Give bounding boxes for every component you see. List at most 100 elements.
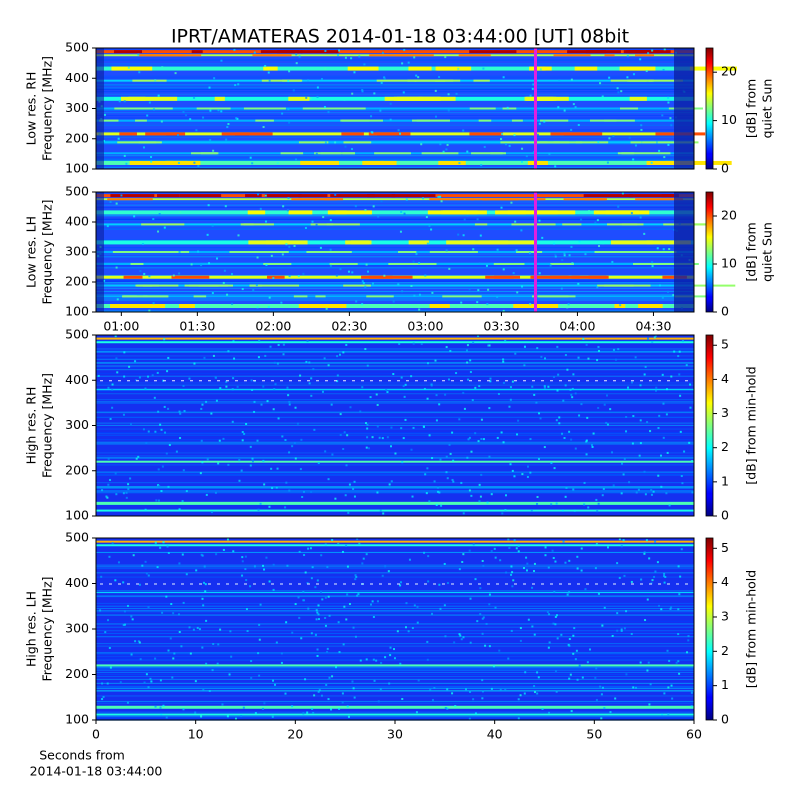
spectrogram-band (96, 295, 694, 298)
spectrogram-speckle (520, 229, 523, 232)
spectrogram-band-spot (112, 251, 150, 253)
spectrogram-band-spot (327, 210, 372, 215)
y-tick-label: 400 (65, 214, 89, 229)
spectrogram-speckle (440, 200, 443, 203)
spectrogram-stripe (96, 566, 694, 568)
spectrogram-stripe (96, 682, 694, 684)
spectrogram-speckle (663, 48, 666, 51)
spectrogram-band-spot (628, 50, 660, 54)
spectrogram-band-spot (478, 119, 492, 122)
spectrogram-speckle (158, 213, 161, 216)
spectrogram-speckle (481, 632, 484, 635)
spectrogram-stripe (96, 158, 694, 160)
dotted-line (235, 583, 238, 585)
spectrogram-speckle (153, 396, 156, 399)
spectrogram-speckle (111, 406, 114, 409)
spectrogram-speckle (399, 230, 402, 233)
spectrogram-stripe (96, 702, 694, 704)
spectrogram-speckle (587, 506, 590, 509)
spectrogram-speckle (299, 374, 302, 377)
spectrogram-speckle (116, 298, 119, 301)
spectrogram-speckle (489, 380, 492, 383)
colorbar-tick-label: 4 (721, 574, 729, 589)
spectrogram-speckle (328, 614, 331, 617)
spectrogram-speckle (576, 555, 579, 558)
spectrogram-speckle (525, 569, 528, 572)
spectrogram-band-spot (293, 295, 308, 298)
spectrogram-speckle (203, 581, 206, 584)
spectrogram-speckle (472, 698, 475, 701)
spectrogram-speckle (400, 211, 403, 214)
spectrogram-speckle (139, 270, 142, 273)
spectrogram-speckle (661, 114, 664, 117)
spectrogram-speckle (147, 686, 150, 689)
dotted-line (109, 380, 112, 382)
spectrogram-stripe (96, 204, 694, 206)
dotted-line (226, 583, 229, 585)
spectrogram-speckle (363, 63, 366, 66)
spectrogram-speckle (116, 371, 119, 374)
dark-region (96, 48, 104, 169)
spectrogram-speckle (570, 245, 573, 248)
spectrogram-speckle (376, 491, 379, 494)
spectrogram-speckle (498, 649, 501, 652)
spectrogram-speckle (630, 632, 633, 635)
spectrogram-band-spot (129, 160, 173, 165)
spectrogram-speckle (530, 509, 533, 512)
spectrogram-speckle (511, 571, 514, 574)
spectrogram-speckle (134, 360, 137, 363)
spectrogram-speckle (662, 436, 665, 439)
dotted-line (172, 380, 175, 382)
spectrogram-speckle (606, 423, 609, 426)
spectrogram-speckle (266, 400, 269, 403)
spectrogram-band-spot (133, 251, 184, 253)
spectrogram-speckle (655, 386, 658, 389)
spectrogram-speckle (457, 67, 460, 70)
spectrogram-speckle (423, 551, 426, 554)
spectrogram-band-spot (122, 295, 148, 298)
spectrogram-speckle (245, 422, 248, 425)
spectrogram-speckle (338, 707, 341, 710)
spectrogram-speckle (544, 546, 547, 549)
x-tick-label: 02:00 (255, 319, 291, 334)
spectrogram-speckle (536, 133, 539, 136)
spectrogram-speckle (256, 306, 259, 309)
spectrogram-speckle (466, 456, 469, 459)
spectrogram-speckle (687, 635, 690, 638)
spectrogram-speckle (369, 396, 372, 399)
spectrogram-speckle (258, 638, 261, 641)
spectrogram-speckle (264, 65, 267, 68)
dotted-line (100, 380, 103, 382)
spectrogram-speckle (306, 711, 309, 714)
spectrogram-band (96, 119, 694, 122)
spectrogram-speckle (640, 128, 643, 131)
spectrogram-speckle (126, 701, 129, 704)
spectrogram-speckle (459, 634, 462, 637)
spectrogram-band-spot (166, 132, 179, 136)
spectrogram-speckle (595, 698, 598, 701)
spectrogram-speckle (566, 593, 569, 596)
spectrogram-speckle (596, 359, 599, 362)
spectrogram-band-spot (391, 194, 436, 198)
spectrogram-speckle (554, 623, 557, 626)
spectrogram-speckle (219, 387, 222, 390)
x-axis-label: Seconds from (39, 748, 125, 763)
spectrogram-speckle (234, 84, 237, 87)
spectrogram-speckle (449, 452, 452, 455)
spectrogram-speckle (536, 692, 539, 695)
spectrogram-speckle (596, 510, 599, 513)
spectrogram-band-spot (408, 66, 432, 71)
spectrogram-speckle (111, 388, 114, 391)
dotted-line (685, 380, 688, 382)
spectrogram-speckle (179, 412, 182, 415)
spectrogram-speckle (214, 491, 217, 494)
spectrogram-speckle (563, 437, 566, 440)
spectrogram-band-spot (184, 284, 234, 287)
spectrogram-band-spot (538, 295, 576, 298)
spectrogram-speckle (625, 415, 628, 418)
spectrogram-speckle (605, 394, 608, 397)
spectrogram-stripe (96, 265, 694, 267)
spectrogram-speckle (384, 565, 387, 568)
spectrogram-speckle (401, 461, 404, 464)
colorbar-tick-label: 10 (721, 112, 737, 127)
